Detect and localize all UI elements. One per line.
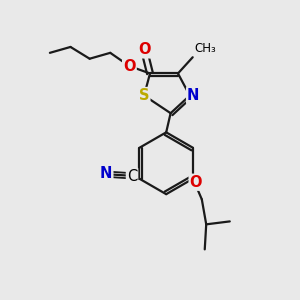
Text: S: S	[139, 88, 149, 103]
Text: N: N	[100, 166, 112, 181]
Text: O: O	[190, 175, 202, 190]
Text: C: C	[127, 169, 137, 184]
Text: O: O	[123, 58, 136, 74]
Text: N: N	[187, 88, 200, 103]
Text: CH₃: CH₃	[194, 42, 216, 55]
Text: O: O	[138, 42, 150, 57]
